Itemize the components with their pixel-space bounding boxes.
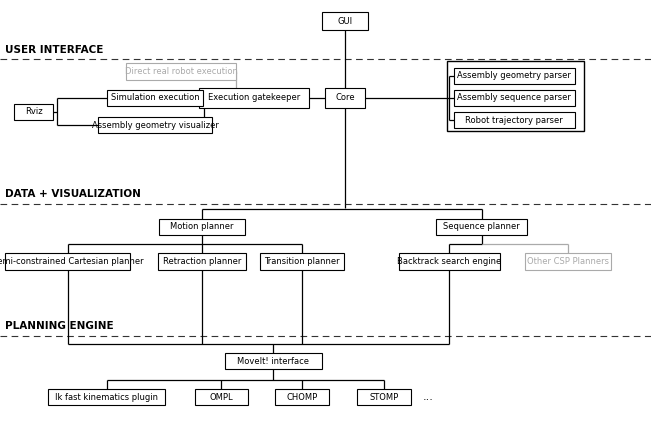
Text: Backtrack search engine: Backtrack search engine (397, 257, 501, 266)
Text: Transition planner: Transition planner (264, 257, 340, 266)
FancyBboxPatch shape (107, 90, 203, 106)
Text: USER INTERFACE: USER INTERFACE (5, 45, 104, 55)
FancyBboxPatch shape (158, 253, 246, 270)
Text: Semi-constrained Cartesian planner: Semi-constrained Cartesian planner (0, 257, 143, 266)
FancyBboxPatch shape (48, 389, 165, 405)
FancyBboxPatch shape (199, 88, 309, 108)
Text: GUI: GUI (337, 17, 353, 26)
Text: Execution gatekeeper: Execution gatekeeper (208, 93, 300, 103)
Text: Other CSP Planners: Other CSP Planners (527, 257, 609, 266)
Text: Retraction planner: Retraction planner (163, 257, 241, 266)
FancyBboxPatch shape (5, 253, 130, 270)
Text: STOMP: STOMP (370, 392, 398, 402)
Text: CHOMP: CHOMP (286, 392, 318, 402)
FancyBboxPatch shape (159, 219, 245, 235)
Text: OMPL: OMPL (210, 392, 233, 402)
FancyBboxPatch shape (260, 253, 344, 270)
Text: PLANNING ENGINE: PLANNING ENGINE (5, 321, 114, 331)
FancyBboxPatch shape (454, 68, 575, 84)
Text: Simulation execution: Simulation execution (111, 93, 199, 103)
Text: Ik fast kinematics plugin: Ik fast kinematics plugin (55, 392, 158, 402)
Text: Direct real robot execution: Direct real robot execution (124, 67, 238, 76)
FancyBboxPatch shape (98, 117, 212, 133)
Text: MoveIt! interface: MoveIt! interface (238, 357, 309, 366)
Text: Motion planner: Motion planner (170, 222, 234, 231)
FancyBboxPatch shape (454, 112, 575, 128)
FancyBboxPatch shape (14, 104, 53, 120)
Text: Rviz: Rviz (25, 107, 43, 116)
FancyBboxPatch shape (225, 353, 322, 369)
Text: Robot trajectory parser: Robot trajectory parser (465, 115, 563, 125)
FancyBboxPatch shape (398, 253, 500, 270)
Text: Sequence planner: Sequence planner (443, 222, 520, 231)
FancyBboxPatch shape (322, 12, 368, 30)
FancyBboxPatch shape (357, 389, 411, 405)
Text: ...: ... (423, 392, 434, 402)
FancyBboxPatch shape (126, 63, 236, 80)
FancyBboxPatch shape (447, 61, 584, 131)
Text: DATA + VISUALIZATION: DATA + VISUALIZATION (5, 189, 141, 199)
Text: Core: Core (335, 93, 355, 103)
FancyBboxPatch shape (525, 253, 611, 270)
FancyBboxPatch shape (454, 90, 575, 106)
FancyBboxPatch shape (275, 389, 329, 405)
Text: Assembly geometry parser: Assembly geometry parser (458, 71, 571, 81)
FancyBboxPatch shape (325, 88, 365, 108)
Text: Assembly sequence parser: Assembly sequence parser (458, 93, 571, 103)
Text: Assembly geometry visualizer: Assembly geometry visualizer (92, 121, 218, 130)
FancyBboxPatch shape (195, 389, 248, 405)
FancyBboxPatch shape (436, 219, 527, 235)
